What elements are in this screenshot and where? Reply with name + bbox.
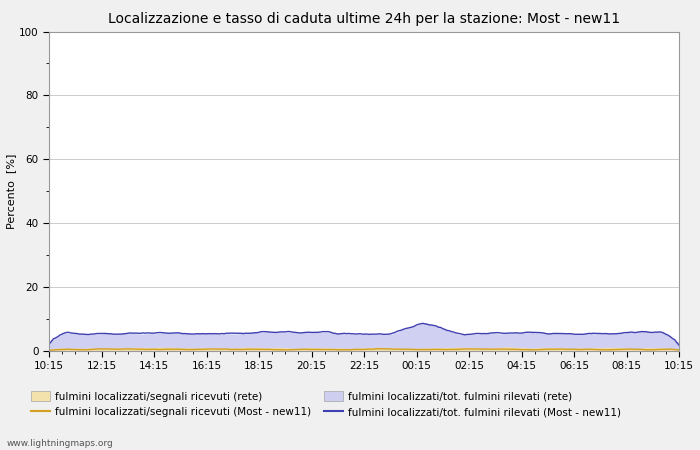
Title: Localizzazione e tasso di caduta ultime 24h per la stazione: Most - new11: Localizzazione e tasso di caduta ultime … — [108, 12, 620, 26]
Y-axis label: Percento  [%]: Percento [%] — [6, 153, 16, 229]
Legend: fulmini localizzati/segnali ricevuti (rete), fulmini localizzati/segnali ricevut: fulmini localizzati/segnali ricevuti (re… — [32, 392, 621, 417]
Text: www.lightningmaps.org: www.lightningmaps.org — [7, 439, 113, 448]
